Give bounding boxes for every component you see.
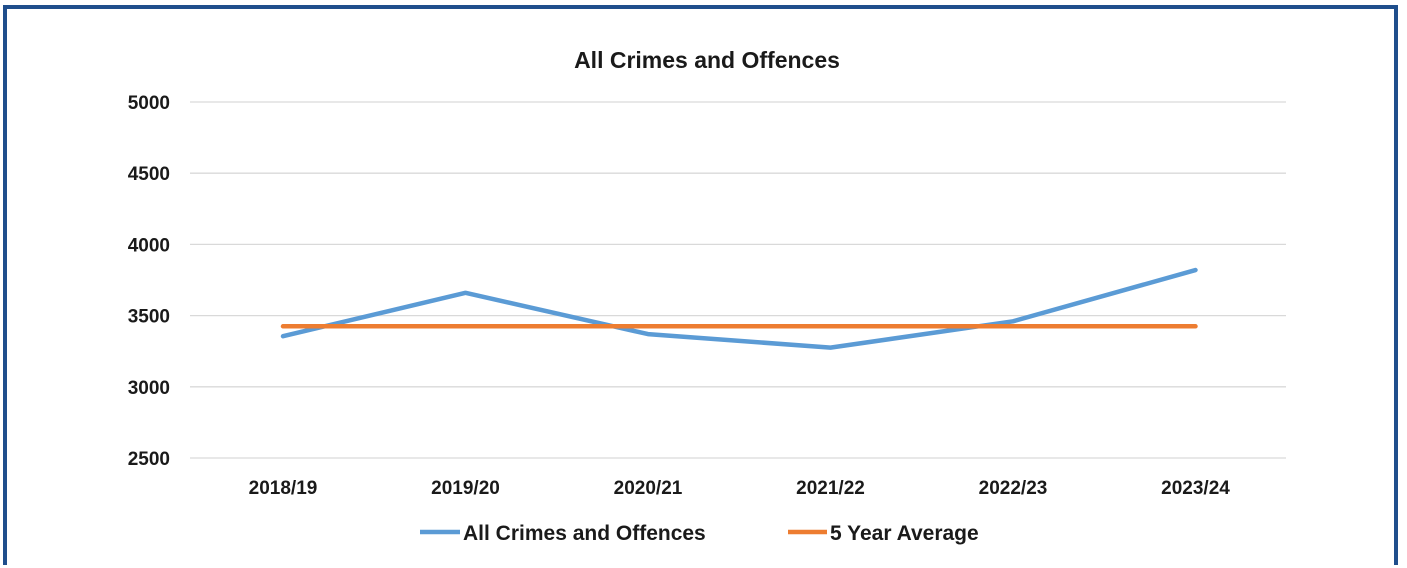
- legend-label: All Crimes and Offences: [463, 522, 706, 545]
- x-tick-label: 2020/21: [614, 478, 683, 499]
- gridlines: [190, 101, 1286, 459]
- y-tick-label: 3000: [128, 378, 170, 399]
- chart-frame: [3, 5, 1398, 565]
- y-tick-label: 5000: [128, 93, 170, 114]
- legend: All Crimes and Offences 5 Year Average: [420, 522, 979, 545]
- x-axis-ticks: 2018/19 2019/20 2020/21 2021/22 2022/23 2023/…: [249, 478, 1231, 499]
- y-tick-label: 3500: [128, 307, 170, 328]
- series-lines: [280, 267, 1198, 350]
- y-tick-label: 4500: [128, 164, 170, 185]
- x-tick-label: 2023/24: [1161, 478, 1230, 499]
- x-tick-label: 2018/19: [249, 478, 318, 499]
- y-axis-ticks: 2500 3000 3500 4000 4500 5000: [128, 93, 170, 470]
- y-tick-label: 4000: [128, 235, 170, 256]
- y-tick-label: 2500: [128, 449, 170, 470]
- series-line-1: [280, 267, 1198, 350]
- x-tick-label: 2019/20: [431, 478, 500, 499]
- legend-label: 5 Year Average: [830, 522, 979, 545]
- chart-title: All Crimes and Offences: [574, 47, 840, 73]
- x-tick-label: 2021/22: [796, 478, 865, 499]
- x-tick-label: 2022/23: [979, 478, 1048, 499]
